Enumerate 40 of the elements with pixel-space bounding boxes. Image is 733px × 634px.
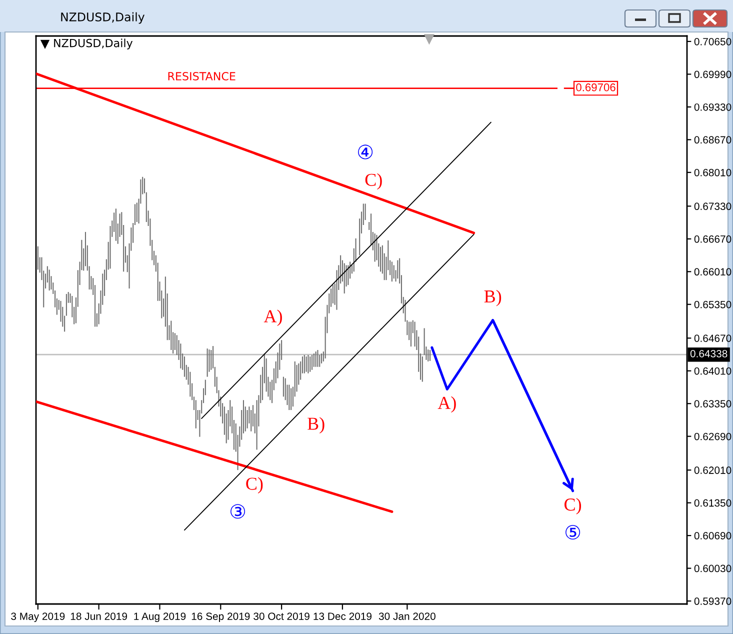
annotation: A)	[264, 310, 282, 326]
y-tick-label: 0.61350	[694, 499, 732, 507]
y-tick-label: 0.62010	[694, 466, 732, 474]
x-tick-label: 18 Jun 2019	[70, 612, 127, 620]
y-tick-label: 0.62690	[694, 432, 732, 440]
y-tick-label: 0.64670	[694, 334, 732, 342]
annotation: C)	[564, 498, 582, 514]
y-tick-label: 0.70650	[694, 38, 732, 46]
annotation: RESISTANCE	[168, 72, 236, 80]
annotation: NZDUSD,Daily	[54, 38, 133, 50]
annotation: ⑤	[566, 524, 580, 540]
y-tick-label: 0.69990	[694, 70, 732, 78]
annotation: C)	[246, 477, 263, 494]
x-tick-label: 1 Aug 2019	[134, 612, 186, 622]
x-tick-label: 30 Oct 2019	[254, 612, 310, 620]
y-tick-label: 0.68010	[694, 168, 732, 176]
y-tick-label: 0.60030	[694, 564, 732, 572]
y-tick-label: 0.69330	[694, 103, 732, 111]
y-tick-label: 0.67330	[694, 202, 732, 210]
y-tick-label: 0.66670	[694, 235, 732, 243]
y-tick-label: 0.68670	[694, 136, 732, 144]
y-tick-label: 0.65350	[694, 300, 732, 308]
annotation: B)	[308, 417, 324, 434]
annotation: C)	[365, 173, 382, 190]
annotation: A)	[438, 396, 456, 413]
y-tick-label: 0.59370	[694, 598, 732, 605]
annotation: B)	[484, 290, 502, 306]
x-tick-label: 16 Sep 2019	[192, 612, 250, 622]
annotation: ③	[230, 504, 246, 519]
y-tick-label: 0.64010	[694, 367, 732, 375]
annotation: ④	[358, 144, 373, 160]
y-tick-label: 0.66010	[694, 268, 732, 276]
x-tick-label: 3 May 2019	[11, 612, 65, 622]
x-tick-label: 13 Dec 2019	[314, 612, 372, 620]
ref-line-label: 0.69706	[576, 83, 616, 92]
y-tick-label: 0.63350	[694, 400, 732, 408]
y-tick-label: 0.60690	[694, 532, 732, 540]
chart-title: NZDUSD,Daily	[61, 12, 145, 24]
ref-line-label: 0.64338	[690, 350, 728, 358]
x-tick-label: 30 Jan 2020	[378, 612, 436, 620]
